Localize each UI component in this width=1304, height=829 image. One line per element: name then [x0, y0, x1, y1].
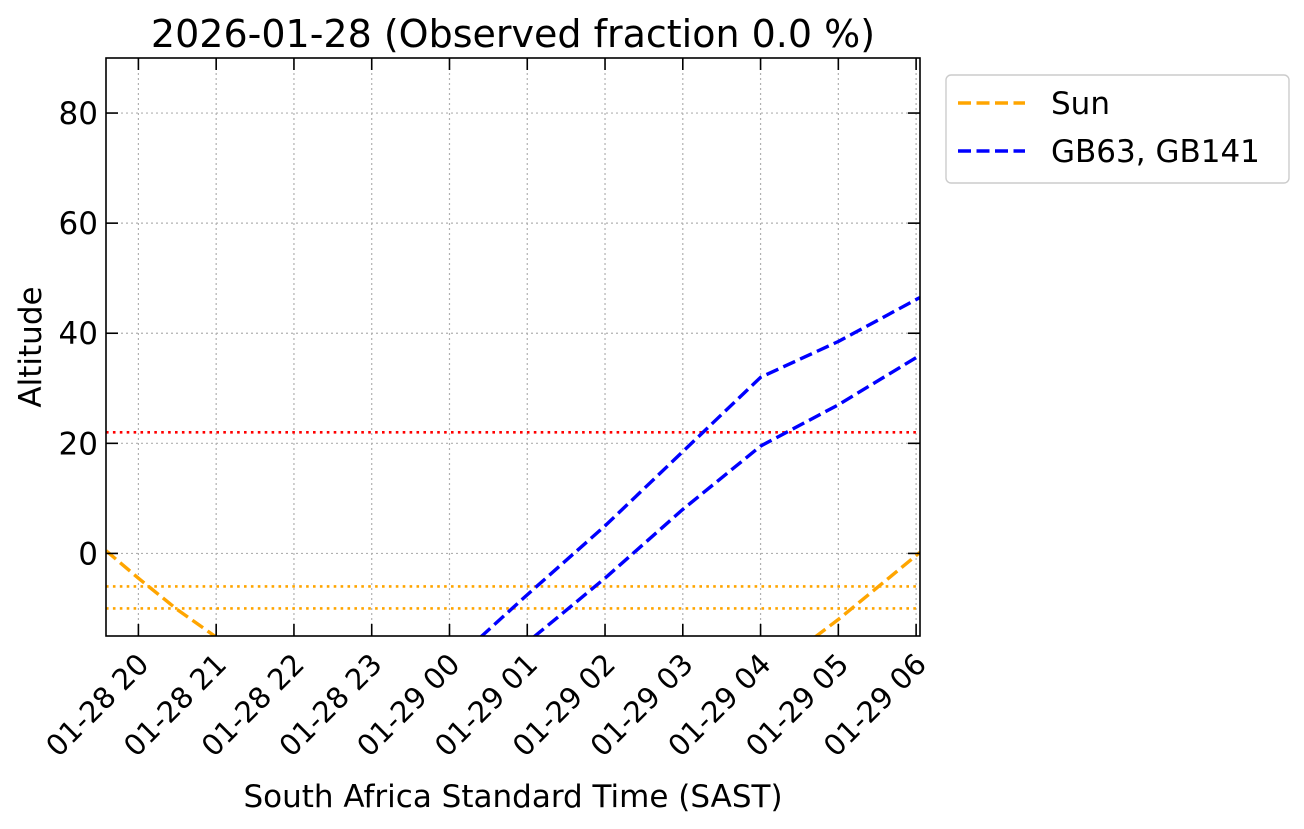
y-tick-label: 20 — [59, 426, 98, 462]
legend: Sun GB63, GB141 — [945, 74, 1290, 184]
y-tick-label: 80 — [59, 96, 98, 132]
series-line-gb63-gb141 — [532, 353, 920, 636]
legend-box — [945, 74, 1290, 184]
reference-lines — [106, 431, 920, 610]
series-line-sun — [813, 550, 920, 636]
legend-label: GB63, GB141 — [1051, 134, 1260, 170]
y-tick-label: 0 — [78, 536, 98, 572]
series-line-gb63-gb141 — [479, 296, 920, 636]
chart-title: 2026-01-28 (Observed fraction 0.0 %) — [151, 12, 875, 56]
plot-frame — [105, 57, 921, 637]
grid-lines — [106, 58, 920, 636]
legend-label: Sun — [1051, 86, 1110, 122]
y-axis-label: Altitude — [13, 286, 49, 407]
y-tick-label: 60 — [59, 206, 98, 242]
y-tick-label: 40 — [59, 316, 98, 352]
series-line-sun — [106, 549, 218, 636]
series-lines — [106, 296, 920, 636]
x-axis-label: South Africa Standard Time (SAST) — [243, 779, 782, 815]
